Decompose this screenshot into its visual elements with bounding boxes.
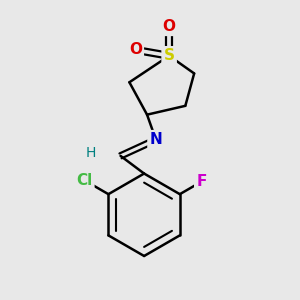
Text: O: O — [163, 19, 176, 34]
Text: Cl: Cl — [76, 173, 92, 188]
Text: S: S — [164, 48, 175, 63]
Text: H: H — [86, 146, 96, 160]
Text: O: O — [129, 42, 142, 57]
Text: N: N — [149, 132, 162, 147]
Text: F: F — [196, 174, 207, 189]
